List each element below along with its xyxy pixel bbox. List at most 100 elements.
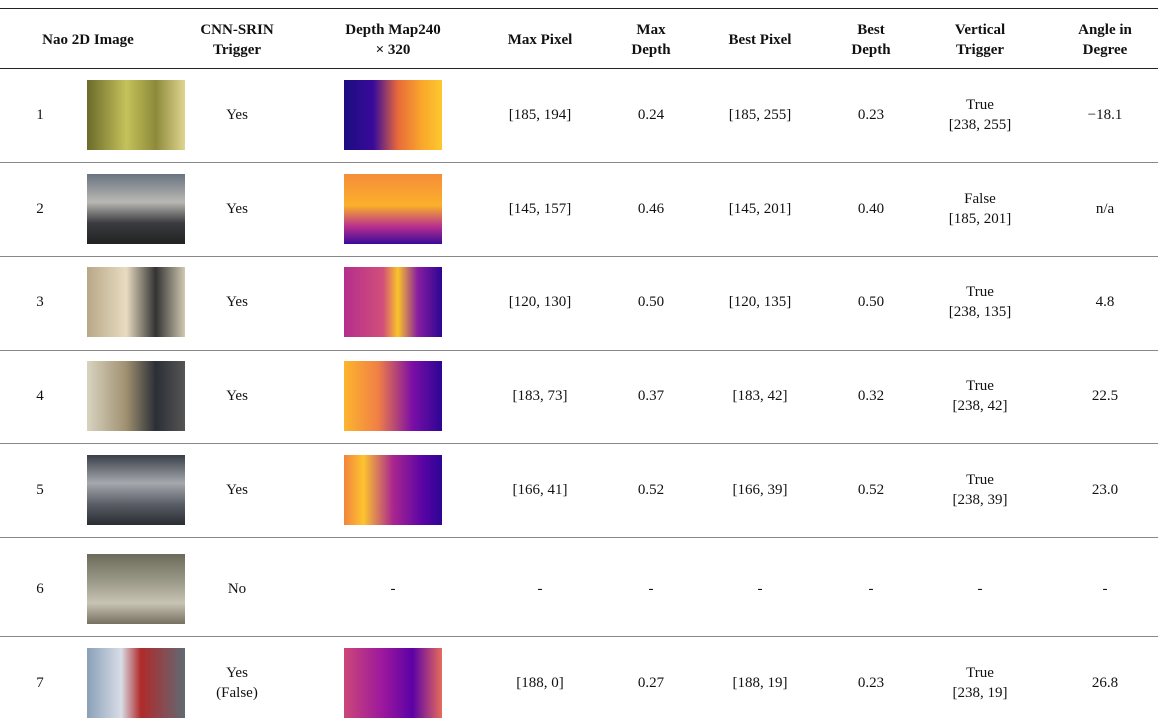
- angle: 23.0: [1092, 480, 1118, 500]
- max-pixel: [183, 73]: [513, 386, 568, 406]
- row-rule: [0, 537, 1158, 538]
- row-id: 6: [36, 579, 44, 599]
- top-rule: [0, 8, 1158, 9]
- best-pixel: [120, 135]: [729, 292, 792, 312]
- photo: [87, 174, 185, 244]
- vertical-trigger: [238, 255]: [949, 115, 1012, 135]
- photo: [87, 361, 185, 431]
- vertical-trigger: True: [966, 282, 994, 302]
- column-header: Max Pixel: [508, 30, 573, 50]
- column-header: Depth Map240: [345, 20, 440, 40]
- best-depth: 0.32: [858, 386, 884, 406]
- max-pixel: -: [538, 579, 543, 599]
- depth-map: [344, 267, 442, 337]
- trigger: Yes: [226, 480, 248, 500]
- row-rule: [0, 350, 1158, 351]
- depth-map: [344, 174, 442, 244]
- trigger: (False): [216, 683, 258, 703]
- column-header: Max: [636, 20, 665, 40]
- max-pixel: [185, 194]: [509, 105, 572, 125]
- column-header: Depth: [851, 40, 890, 60]
- depth-map: [344, 648, 442, 718]
- column-header: Depth: [631, 40, 670, 60]
- column-header: Best: [857, 20, 885, 40]
- column-header: Trigger: [213, 40, 261, 60]
- angle: 26.8: [1092, 673, 1118, 693]
- vertical-trigger: False: [964, 189, 996, 209]
- depth-map: [344, 80, 442, 150]
- vertical-trigger: True: [966, 470, 994, 490]
- angle: n/a: [1096, 199, 1114, 219]
- vertical-trigger: [238, 135]: [949, 302, 1012, 322]
- depth-map: [344, 361, 442, 431]
- best-depth: 0.40: [858, 199, 884, 219]
- best-depth: 0.52: [858, 480, 884, 500]
- column-header: Nao 2D Image: [42, 30, 134, 50]
- best-depth: 0.50: [858, 292, 884, 312]
- max-depth: 0.46: [638, 199, 664, 219]
- angle: -: [1103, 579, 1108, 599]
- max-depth: 0.24: [638, 105, 664, 125]
- vertical-trigger: True: [966, 95, 994, 115]
- best-pixel: [166, 39]: [733, 480, 788, 500]
- vertical-trigger: True: [966, 663, 994, 683]
- row-id: 4: [36, 386, 44, 406]
- trigger: Yes: [226, 663, 248, 683]
- column-header: CNN-SRIN: [200, 20, 273, 40]
- max-pixel: [145, 157]: [509, 199, 572, 219]
- row-id: 7: [36, 673, 44, 693]
- max-pixel: [188, 0]: [516, 673, 564, 693]
- header-rule: [0, 68, 1158, 69]
- best-pixel: [188, 19]: [733, 673, 788, 693]
- best-pixel: -: [758, 579, 763, 599]
- best-pixel: [185, 255]: [729, 105, 792, 125]
- column-header: Angle in: [1078, 20, 1132, 40]
- column-header: Best Pixel: [729, 30, 792, 50]
- vertical-trigger: -: [978, 579, 983, 599]
- photo: [87, 455, 185, 525]
- best-pixel: [145, 201]: [729, 199, 792, 219]
- vertical-trigger: [185, 201]: [949, 209, 1012, 229]
- vertical-trigger: True: [966, 376, 994, 396]
- row-id: 2: [36, 199, 44, 219]
- angle: 22.5: [1092, 386, 1118, 406]
- page: {"table": { "headers": [ ["Nao 2D Image"…: [0, 0, 1158, 725]
- max-pixel: [166, 41]: [513, 480, 568, 500]
- angle: 4.8: [1096, 292, 1115, 312]
- row-id: 3: [36, 292, 44, 312]
- max-depth: 0.27: [638, 673, 664, 693]
- best-depth: 0.23: [858, 673, 884, 693]
- angle: −18.1: [1088, 105, 1123, 125]
- vertical-trigger: [238, 42]: [953, 396, 1008, 416]
- trigger: Yes: [226, 199, 248, 219]
- photo: [87, 648, 185, 718]
- depth-map-dash: -: [391, 579, 396, 599]
- max-depth: 0.52: [638, 480, 664, 500]
- trigger: No: [228, 579, 246, 599]
- max-depth: -: [649, 579, 654, 599]
- photo: [87, 80, 185, 150]
- max-pixel: [120, 130]: [509, 292, 572, 312]
- max-depth: 0.37: [638, 386, 664, 406]
- best-pixel: [183, 42]: [733, 386, 788, 406]
- column-header: Trigger: [956, 40, 1004, 60]
- row-id: 1: [36, 105, 44, 125]
- row-rule: [0, 162, 1158, 163]
- row-rule: [0, 443, 1158, 444]
- max-depth: 0.50: [638, 292, 664, 312]
- trigger: Yes: [226, 105, 248, 125]
- vertical-trigger: [238, 39]: [953, 490, 1008, 510]
- vertical-trigger: [238, 19]: [953, 683, 1008, 703]
- trigger: Yes: [226, 386, 248, 406]
- trigger: Yes: [226, 292, 248, 312]
- row-rule: [0, 256, 1158, 257]
- depth-map: [344, 455, 442, 525]
- photo: [87, 267, 185, 337]
- column-header: × 320: [376, 40, 411, 60]
- row-rule: [0, 636, 1158, 637]
- photo: [87, 554, 185, 624]
- best-depth: 0.23: [858, 105, 884, 125]
- column-header: Vertical: [955, 20, 1005, 40]
- column-header: Degree: [1083, 40, 1128, 60]
- row-id: 5: [36, 480, 44, 500]
